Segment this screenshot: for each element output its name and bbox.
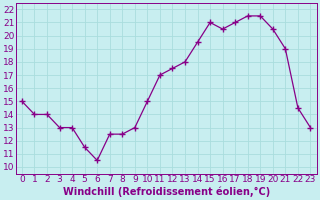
X-axis label: Windchill (Refroidissement éolien,°C): Windchill (Refroidissement éolien,°C) bbox=[62, 187, 270, 197]
